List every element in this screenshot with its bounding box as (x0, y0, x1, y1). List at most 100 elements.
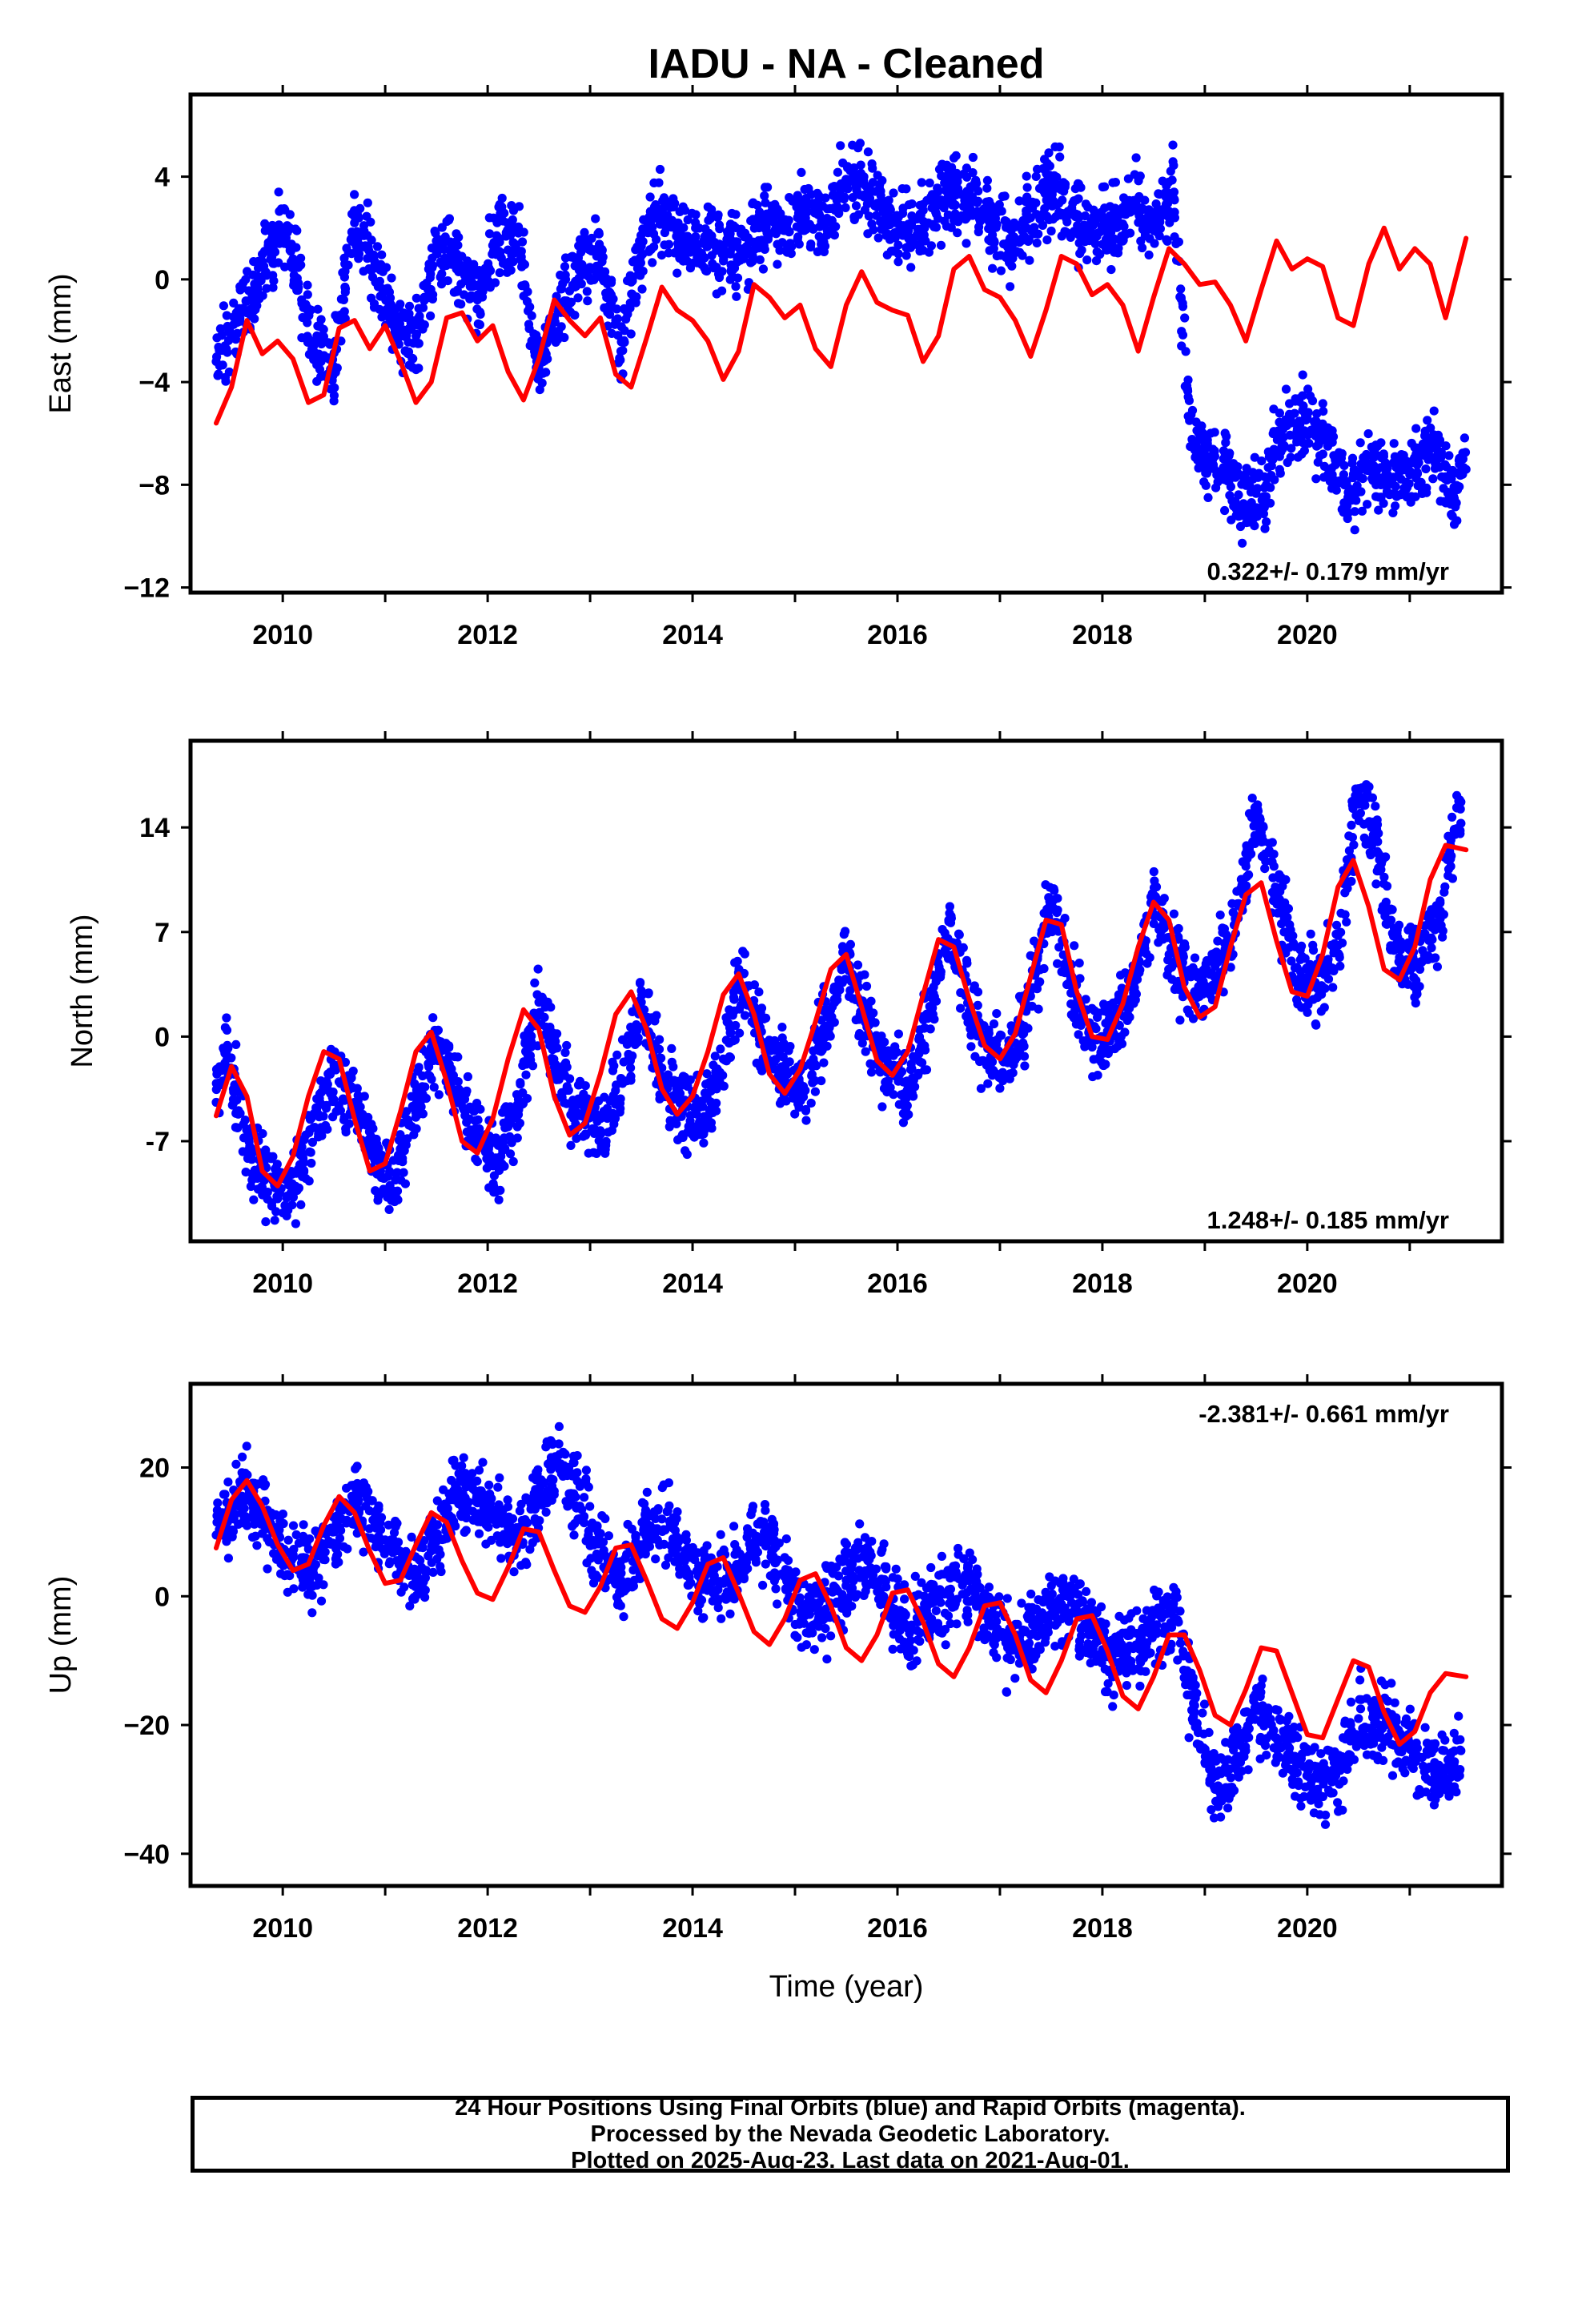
data-point (932, 974, 942, 984)
data-point (1334, 448, 1344, 457)
data-point (944, 187, 954, 197)
data-point (787, 1089, 797, 1099)
data-point (299, 1135, 309, 1144)
data-point (938, 159, 947, 169)
data-point (848, 994, 857, 1003)
data-point (350, 190, 359, 199)
data-point (600, 1148, 610, 1158)
data-point (1250, 452, 1259, 462)
data-point (644, 988, 653, 998)
data-point (253, 271, 263, 281)
data-point (954, 929, 964, 939)
data-point (608, 1066, 618, 1076)
data-point (861, 1047, 870, 1056)
data-point (384, 1204, 394, 1214)
data-point (1335, 951, 1344, 960)
data-point (725, 1007, 735, 1016)
data-point (1008, 1068, 1018, 1078)
data-point (1081, 199, 1090, 209)
data-point (1423, 416, 1432, 425)
data-point (748, 215, 758, 224)
data-point (222, 1047, 231, 1056)
data-point (580, 227, 589, 237)
data-point (885, 203, 894, 213)
data-point (341, 1128, 351, 1137)
data-point (533, 964, 543, 974)
data-point (637, 991, 647, 1000)
data-point (385, 1180, 395, 1190)
data-point (1042, 169, 1051, 179)
data-point (1374, 493, 1383, 502)
data-point (1299, 446, 1309, 456)
data-point (232, 328, 242, 338)
data-point (781, 1067, 792, 1076)
data-point (1203, 493, 1213, 503)
data-point (559, 1060, 569, 1070)
data-point (1242, 464, 1251, 473)
data-point (506, 1102, 516, 1112)
data-point (417, 322, 427, 332)
data-point (1002, 252, 1011, 263)
data-point (394, 1136, 404, 1145)
data-point (517, 262, 527, 271)
data-point (1227, 515, 1236, 525)
data-point (1355, 438, 1365, 448)
data-point (632, 292, 641, 302)
data-point (644, 212, 654, 222)
data-point (684, 1122, 693, 1132)
data-point (1369, 817, 1379, 826)
data-point (473, 1115, 483, 1124)
data-point (393, 1195, 403, 1204)
data-point (907, 218, 917, 227)
data-point (1176, 294, 1186, 304)
data-point (1391, 501, 1400, 511)
data-point (1149, 218, 1158, 227)
data-point (1340, 888, 1350, 898)
data-point (1379, 879, 1388, 888)
data-point (834, 183, 844, 192)
data-point (902, 1101, 912, 1111)
data-point (261, 1145, 271, 1155)
data-point (769, 1045, 780, 1055)
data-point (1312, 408, 1322, 419)
data-point (956, 1003, 966, 1013)
data-point (801, 1106, 811, 1116)
data-point (288, 254, 298, 263)
data-point (1247, 794, 1257, 803)
data-point (303, 280, 312, 290)
data-point (936, 240, 946, 250)
data-point (719, 1081, 729, 1091)
data-point (916, 1042, 926, 1051)
data-point (404, 309, 414, 319)
data-point (465, 1102, 475, 1112)
data-point (1241, 503, 1251, 513)
data-point (1081, 995, 1090, 1004)
data-point (1172, 979, 1182, 988)
data-point (626, 1072, 636, 1081)
data-point (691, 218, 701, 227)
data-point (733, 956, 742, 966)
data-point (222, 1013, 231, 1023)
data-point (761, 1013, 771, 1023)
data-point (258, 1129, 267, 1139)
data-point (1443, 854, 1452, 864)
data-point (757, 1003, 767, 1013)
data-point (672, 1080, 681, 1089)
data-point (667, 1057, 677, 1067)
data-point (702, 1069, 712, 1079)
data-point (769, 1064, 779, 1074)
data-point (515, 1118, 525, 1128)
data-point (701, 266, 711, 275)
data-point (1262, 517, 1271, 527)
data-point (706, 211, 716, 220)
data-point (809, 1054, 818, 1063)
data-point (1144, 250, 1154, 259)
data-point (638, 267, 648, 276)
data-point (1263, 463, 1273, 472)
data-point (223, 348, 232, 357)
data-point (547, 332, 556, 341)
data-point (966, 203, 975, 214)
data-point (358, 1109, 367, 1120)
data-point (1057, 231, 1066, 241)
data-point (399, 1168, 408, 1177)
